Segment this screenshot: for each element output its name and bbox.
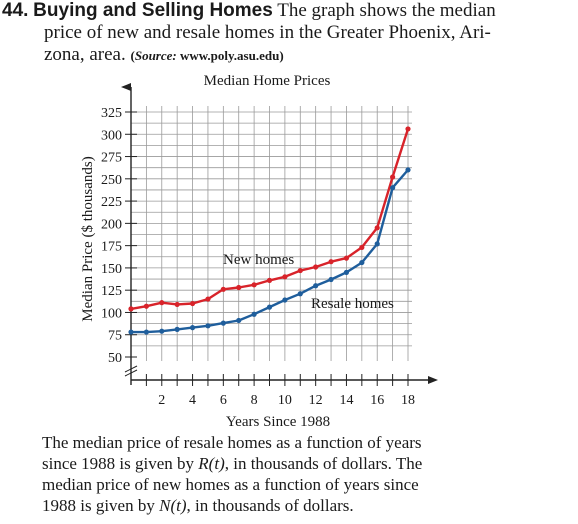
problem-text-line3-wrap: zona, area. (Source: www.poly.asu.edu) [2,44,572,67]
new-homes-point [282,274,288,280]
y-tick-label: 200 [101,217,122,232]
y-tick-label: 300 [101,128,122,143]
resale-homes-point [143,329,149,335]
source-label: Source: [134,48,177,63]
resale-homes-point [374,241,380,247]
axes [121,83,438,386]
footer-line3: median price of new homes as a function … [42,475,419,494]
y-tick-label: 275 [101,151,122,166]
new-homes-point [405,126,411,132]
y-tick-label: 125 [101,284,122,299]
x-tick-label: 4 [189,393,196,408]
y-tick-label: 50 [108,351,122,366]
resale-homes-point [128,329,134,335]
legend-resale-homes-label: Resale homes [311,296,394,312]
axis-break-mark [124,365,138,373]
x-axis-label: Years Since 1988 [226,414,330,430]
y-tick-label: 250 [101,173,122,188]
new-homes-point [313,264,319,270]
footer-line4: 1988 is given by N(t), in thousands of d… [42,496,354,515]
y-tick-label: 225 [101,195,122,210]
new-homes-point [205,296,211,302]
x-tick-label: 10 [278,393,292,408]
y-tick-label: 325 [101,106,122,121]
new-homes-point [128,306,134,312]
new-homes-point [236,284,242,291]
source-citation: (Source: www.poly.asu.edu) [130,48,284,63]
new-homes-point [297,267,303,274]
resale-homes-point [174,326,180,332]
footer-line2: since 1988 is given by R(t), in thousand… [42,454,423,473]
resale-homes-point [390,185,396,191]
resale-homes-point [297,291,303,297]
resale-homes-point [266,304,273,310]
resale-homes-point [313,283,319,289]
legend-new-homes-label: New homes [223,252,294,268]
new-homes-point [343,255,350,261]
new-homes-point [189,300,196,307]
resale-function-name: R(t) [198,454,225,473]
resale-homes-point [205,323,211,329]
resale-homes-point [343,269,350,275]
problem-statement: 44. Buying and Selling Homes The graph s… [2,0,572,67]
new-homes-point [390,174,396,180]
resale-homes-point [189,325,196,331]
footer-line1: The median price of resale homes as a fu… [42,433,422,452]
y-axis-label: Median Price ($ thousands) [80,156,96,321]
resale-homes-point [405,167,411,173]
resale-homes-point [282,297,288,303]
source-url: www.poly.asu.edu [179,48,280,63]
x-tick-label: 6 [220,393,227,408]
x-tick-label: 8 [251,393,258,408]
resale-homes-point [359,259,365,266]
problem-footer: The median price of resale homes as a fu… [42,432,562,516]
y-tick-label: 150 [101,262,122,277]
resale-homes-point [328,276,334,283]
new-homes-point [266,277,273,283]
x-tick-label: 2 [158,393,165,408]
grid-lines [131,106,412,361]
new-homes-point [251,282,257,288]
resale-homes-point [236,317,242,324]
y-tick-label: 175 [101,240,122,255]
axis-break-mark [124,369,138,377]
chart-labels: Median Home Prices Years Since 1988 Medi… [80,73,415,430]
problem-text-line2: price of new and resale homes in the Gre… [44,22,491,43]
new-homes-point [174,301,180,308]
new-homes-point [159,300,165,306]
x-tick-label: 16 [370,393,384,408]
chart-title: Median Home Prices [204,73,331,89]
x-tick-label: 18 [401,393,415,408]
problem-text-line3: zona, area. [44,44,126,65]
problem-heading: Buying and Selling Homes [33,0,273,21]
new-homes-point [359,244,365,251]
new-homes-point [328,259,334,265]
resale-homes-point [159,328,165,334]
new-function-name: N(t) [159,496,187,515]
x-axis-arrow [428,376,438,384]
resale-homes-point [251,311,257,317]
y-tick-label: 75 [108,329,122,344]
new-homes-point [374,225,380,231]
x-tick-label: 14 [339,393,353,408]
resale-homes-point [220,320,226,326]
data-series [128,126,411,335]
new-homes-point [143,303,149,309]
problem-text-line1: The graph shows the median [277,0,496,21]
problem-number: 44. [2,0,29,21]
new-homes-point [220,286,226,292]
x-tick-label: 12 [309,393,323,408]
y-tick-label: 100 [101,306,122,321]
